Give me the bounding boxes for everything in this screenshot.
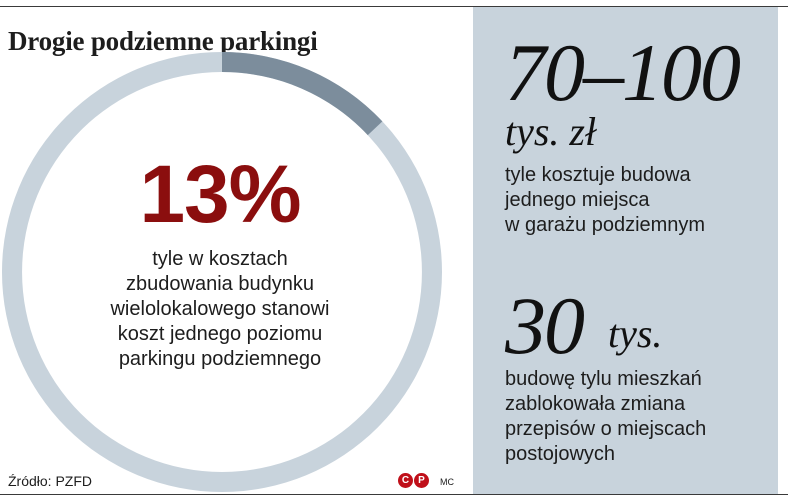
stat1-description-line: tyle kosztuje budowa (505, 164, 691, 186)
percent-description: tyle w kosztach zbudowania budynku wielo… (92, 247, 348, 372)
donut-chart (1, 52, 442, 492)
stat1-unit: tys. zł (505, 109, 597, 154)
right-panel (473, 7, 778, 494)
stat2-description-line: budowę tylu mieszkań (505, 368, 702, 390)
percent-description-line: wielolokalowego stanowi (110, 298, 330, 320)
stat2-description-line: zablokowała zmiana (505, 393, 686, 415)
stat1-description-line: w garażu podziemnym (505, 214, 706, 236)
top-rule (0, 6, 788, 7)
stat2-number: 30 (505, 280, 585, 371)
page-title: Drogie podziemne parkingi (8, 26, 318, 56)
logo-p-circle: P (414, 473, 429, 488)
stat2-description-line: postojowych (505, 443, 616, 465)
stat2-unit: tys. (608, 311, 663, 356)
percent-description-line: tyle w kosztach (152, 248, 288, 270)
bottom-rule (0, 494, 788, 495)
stat1-description: tyle kosztuje budowa jednego miejsca w g… (505, 163, 770, 238)
percent-description-line: zbudowania budynku (126, 273, 314, 295)
stat2-description: budowę tylu mieszkań zablokowała zmiana … (505, 367, 770, 467)
donut-highlight-segment (222, 52, 383, 136)
stat1-number: 70–100 (505, 27, 741, 118)
percent-description-line: parkingu podziemnego (118, 348, 322, 370)
publisher-logo: C P (398, 473, 429, 488)
percent-value: 13% (139, 149, 301, 240)
stat1-description-line: jednego miejsca (505, 189, 650, 211)
logo-c-circle: C (398, 473, 413, 488)
percent-description-line: koszt jednego poziomu (117, 323, 323, 345)
stat2-description-line: przepisów o miejscach (505, 418, 707, 440)
author-initials: MC (440, 477, 454, 487)
source-note: Źródło: PZFD (8, 473, 93, 489)
